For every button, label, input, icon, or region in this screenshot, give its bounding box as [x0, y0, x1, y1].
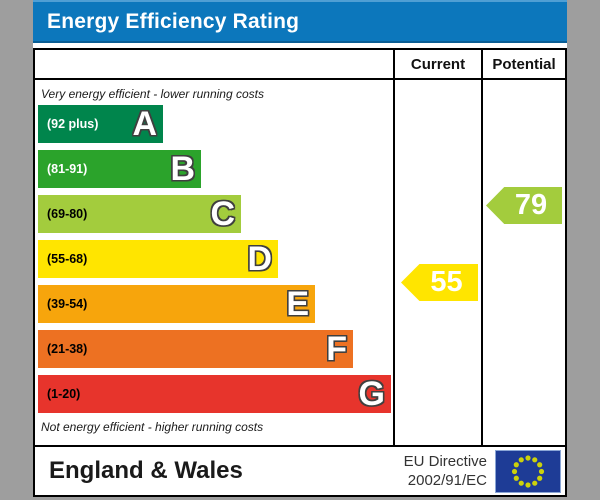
- band-row-b: (81-91) B: [38, 150, 201, 188]
- eu-flag-stars: [511, 454, 545, 488]
- page-title: Energy Efficiency Rating: [47, 9, 300, 33]
- band-row-a: (92 plus) A: [38, 105, 163, 143]
- eu-directive-text: EU Directive 2002/91/EC: [404, 452, 487, 491]
- band-letter: A: [132, 105, 157, 143]
- band-range-label: (92 plus): [47, 117, 99, 131]
- band-letter: D: [247, 240, 272, 278]
- band-letter: B: [170, 150, 195, 188]
- band-row-f: (21-38) F: [38, 330, 353, 368]
- eu-flag-icon: [495, 449, 561, 493]
- band-range-label: (21-38): [47, 342, 88, 356]
- eu-directive-line2: 2002/91/EC: [407, 472, 487, 489]
- current-rating-value: 55: [430, 266, 463, 298]
- potential-rating-value: 79: [514, 189, 548, 221]
- current-rating-arrow: 55: [401, 264, 478, 301]
- region-label: England & Wales: [49, 457, 243, 484]
- footer-bar: England & Wales EU Directive 2002/91/EC: [33, 445, 567, 497]
- title-bar: Energy Efficiency Rating: [33, 0, 567, 43]
- band-range-label: (81-91): [47, 162, 88, 176]
- band-letter: F: [326, 330, 347, 368]
- potential-rating-column: 79: [481, 80, 565, 445]
- current-rating-column: 55: [393, 80, 481, 445]
- band-chart-area: Very energy efficient - lower running co…: [35, 80, 393, 445]
- band-range-label: (1-20): [47, 387, 81, 401]
- bands: (92 plus) A (81-91) B (69-80) C (55-68) D (39-54…: [35, 80, 393, 445]
- band-letter: C: [210, 195, 235, 233]
- footer-right-group: EU Directive 2002/91/EC: [404, 449, 565, 493]
- band-row-c: (69-80) C: [38, 195, 241, 233]
- epc-chart-panel: Energy Efficiency Rating Current Potenti…: [33, 0, 567, 497]
- band-letter: E: [286, 285, 309, 323]
- band-letter: G: [358, 375, 385, 413]
- potential-rating-arrow: 79: [486, 187, 562, 224]
- band-range-label: (55-68): [47, 252, 88, 266]
- eu-directive-line1: EU Directive: [403, 452, 487, 470]
- band-row-d: (55-68) D: [38, 240, 278, 278]
- band-row-e: (39-54) E: [38, 285, 315, 323]
- column-header-potential: Potential: [481, 50, 565, 80]
- band-range-label: (39-54): [47, 297, 88, 311]
- bottom-note: Not energy efficient - higher running co…: [41, 420, 264, 434]
- top-note: Very energy efficient - lower running co…: [41, 87, 264, 101]
- band-range-label: (69-80): [47, 207, 88, 221]
- band-row-g: (1-20) G: [38, 375, 391, 413]
- column-header-current: Current: [393, 50, 481, 80]
- rating-table: Current Potential Very energy efficient …: [33, 48, 567, 447]
- head-cell-blank: [35, 50, 393, 80]
